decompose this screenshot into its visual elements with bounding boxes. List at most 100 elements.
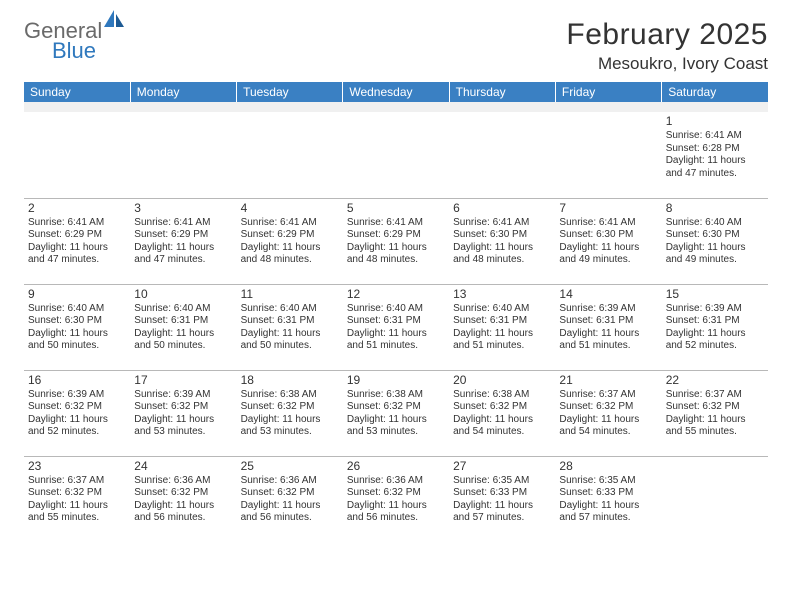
sunset-line: Sunset: 6:32 PM <box>134 401 232 414</box>
weekday-header: Saturday <box>662 82 768 102</box>
sunrise-line: Sunrise: 6:41 AM <box>241 217 339 230</box>
day-number: 9 <box>28 287 126 302</box>
sunset-line: Sunset: 6:31 PM <box>241 315 339 328</box>
day-number: 15 <box>666 287 764 302</box>
calendar-day-cell: 7Sunrise: 6:41 AMSunset: 6:30 PMDaylight… <box>555 198 661 284</box>
sunset-line: Sunset: 6:31 PM <box>134 315 232 328</box>
calendar-body: 1Sunrise: 6:41 AMSunset: 6:28 PMDaylight… <box>24 112 768 542</box>
sunset-line: Sunset: 6:32 PM <box>347 487 445 500</box>
calendar-day-cell <box>237 112 343 198</box>
blank-spacer-row <box>24 102 768 112</box>
sunrise-line: Sunrise: 6:41 AM <box>666 130 764 143</box>
calendar-day-cell: 1Sunrise: 6:41 AMSunset: 6:28 PMDaylight… <box>662 112 768 198</box>
calendar-day-cell: 17Sunrise: 6:39 AMSunset: 6:32 PMDayligh… <box>130 370 236 456</box>
calendar-day-cell: 20Sunrise: 6:38 AMSunset: 6:32 PMDayligh… <box>449 370 555 456</box>
weekday-header: Monday <box>130 82 236 102</box>
weekday-header-row: Sunday Monday Tuesday Wednesday Thursday… <box>24 82 768 102</box>
day-number: 3 <box>134 201 232 216</box>
day-number: 18 <box>241 373 339 388</box>
daylight-line: Daylight: 11 hours and 56 minutes. <box>241 500 339 525</box>
calendar-day-cell: 25Sunrise: 6:36 AMSunset: 6:32 PMDayligh… <box>237 456 343 542</box>
calendar-day-cell: 13Sunrise: 6:40 AMSunset: 6:31 PMDayligh… <box>449 284 555 370</box>
calendar-page: General Blue February 2025 Mesoukro, Ivo… <box>0 0 792 560</box>
day-number: 28 <box>559 459 657 474</box>
weekday-header: Friday <box>555 82 661 102</box>
weekday-header: Tuesday <box>237 82 343 102</box>
sunset-line: Sunset: 6:29 PM <box>28 229 126 242</box>
sunset-line: Sunset: 6:30 PM <box>559 229 657 242</box>
daylight-line: Daylight: 11 hours and 52 minutes. <box>28 414 126 439</box>
logo-text-blue: Blue <box>52 38 96 64</box>
sunset-line: Sunset: 6:32 PM <box>559 401 657 414</box>
calendar-day-cell: 2Sunrise: 6:41 AMSunset: 6:29 PMDaylight… <box>24 198 130 284</box>
calendar-day-cell: 3Sunrise: 6:41 AMSunset: 6:29 PMDaylight… <box>130 198 236 284</box>
calendar-week-row: 1Sunrise: 6:41 AMSunset: 6:28 PMDaylight… <box>24 112 768 198</box>
calendar-day-cell <box>449 112 555 198</box>
daylight-line: Daylight: 11 hours and 57 minutes. <box>453 500 551 525</box>
sunrise-line: Sunrise: 6:36 AM <box>241 475 339 488</box>
daylight-line: Daylight: 11 hours and 53 minutes. <box>241 414 339 439</box>
sunrise-line: Sunrise: 6:40 AM <box>28 303 126 316</box>
sunset-line: Sunset: 6:31 PM <box>559 315 657 328</box>
sunrise-line: Sunrise: 6:40 AM <box>453 303 551 316</box>
location-label: Mesoukro, Ivory Coast <box>566 54 768 74</box>
day-number: 22 <box>666 373 764 388</box>
calendar-week-row: 23Sunrise: 6:37 AM Sunset: 6:32 PM Dayligh… <box>24 456 768 542</box>
daylight-line: Daylight: 11 hours and 54 minutes. <box>559 414 657 439</box>
daylight-line: Daylight: 11 hours and 48 minutes. <box>347 242 445 267</box>
daylight-line: Daylight: 11 hours and 49 minutes. <box>559 242 657 267</box>
calendar-week-row: 2Sunrise: 6:41 AMSunset: 6:29 PMDaylight… <box>24 198 768 284</box>
daylight-line: Daylight: 11 hours and 51 minutes. <box>453 328 551 353</box>
day-number: 6 <box>453 201 551 216</box>
calendar-day-cell: 4Sunrise: 6:41 AMSunset: 6:29 PMDaylight… <box>237 198 343 284</box>
day-number: 16 <box>28 373 126 388</box>
sunrise-line: Sunrise: 6:37 AM <box>28 475 126 488</box>
daylight-line: Daylight: 11 hours and 57 minutes. <box>559 500 657 525</box>
daylight-line: Daylight: 11 hours and 51 minutes. <box>347 328 445 353</box>
day-number: 23 <box>28 459 126 474</box>
sunrise-line: Sunrise: 6:41 AM <box>559 217 657 230</box>
daylight-line: Daylight: 11 hours and 55 minutes. <box>28 500 126 525</box>
calendar-table: Sunday Monday Tuesday Wednesday Thursday… <box>24 82 768 542</box>
sunrise-line: Sunrise: 6:41 AM <box>28 217 126 230</box>
weekday-header: Wednesday <box>343 82 449 102</box>
sunrise-line: Sunrise: 6:40 AM <box>666 217 764 230</box>
calendar-day-cell: 12Sunrise: 6:40 AMSunset: 6:31 PMDayligh… <box>343 284 449 370</box>
sunrise-line: Sunrise: 6:38 AM <box>453 389 551 402</box>
day-number: 21 <box>559 373 657 388</box>
sunrise-line: Sunrise: 6:37 AM <box>666 389 764 402</box>
daylight-line: Daylight: 11 hours and 55 minutes. <box>666 414 764 439</box>
day-number: 7 <box>559 201 657 216</box>
daylight-line: Daylight: 11 hours and 53 minutes. <box>134 414 232 439</box>
sunrise-line: Sunrise: 6:41 AM <box>453 217 551 230</box>
sunrise-line: Sunrise: 6:39 AM <box>559 303 657 316</box>
day-number: 10 <box>134 287 232 302</box>
calendar-day-cell <box>130 112 236 198</box>
day-number: 25 <box>241 459 339 474</box>
sunrise-line: Sunrise: 6:41 AM <box>347 217 445 230</box>
sunrise-line: Sunrise: 6:39 AM <box>28 389 126 402</box>
calendar-day-cell: 26Sunrise: 6:36 AMSunset: 6:32 PMDayligh… <box>343 456 449 542</box>
day-number: 19 <box>347 373 445 388</box>
daylight-line: Daylight: 11 hours and 52 minutes. <box>666 328 764 353</box>
calendar-day-cell: 18Sunrise: 6:38 AMSunset: 6:32 PMDayligh… <box>237 370 343 456</box>
daylight-line: Daylight: 11 hours and 54 minutes. <box>453 414 551 439</box>
calendar-day-cell: 5Sunrise: 6:41 AMSunset: 6:29 PMDaylight… <box>343 198 449 284</box>
calendar-day-cell <box>24 112 130 198</box>
sunset-line: Sunset: 6:33 PM <box>559 487 657 500</box>
day-number: 24 <box>134 459 232 474</box>
weekday-header: Thursday <box>449 82 555 102</box>
sunset-line: Sunset: 6:28 PM <box>666 143 764 156</box>
sunrise-line: Sunrise: 6:40 AM <box>347 303 445 316</box>
sunset-line: Sunset: 6:29 PM <box>347 229 445 242</box>
calendar-day-cell: 21Sunrise: 6:37 AMSunset: 6:32 PMDayligh… <box>555 370 661 456</box>
day-number: 5 <box>347 201 445 216</box>
day-number: 8 <box>666 201 764 216</box>
sunset-line: Sunset: 6:32 PM <box>134 487 232 500</box>
calendar-day-cell: 16Sunrise: 6:39 AMSunset: 6:32 PMDayligh… <box>24 370 130 456</box>
sunset-line: Sunset: 6:31 PM <box>347 315 445 328</box>
daylight-line: Daylight: 11 hours and 47 minutes. <box>28 242 126 267</box>
calendar-day-cell: 22Sunrise: 6:37 AMSunset: 6:32 PMDayligh… <box>662 370 768 456</box>
sunset-line: Sunset: 6:29 PM <box>134 229 232 242</box>
day-number: 1 <box>666 114 764 129</box>
